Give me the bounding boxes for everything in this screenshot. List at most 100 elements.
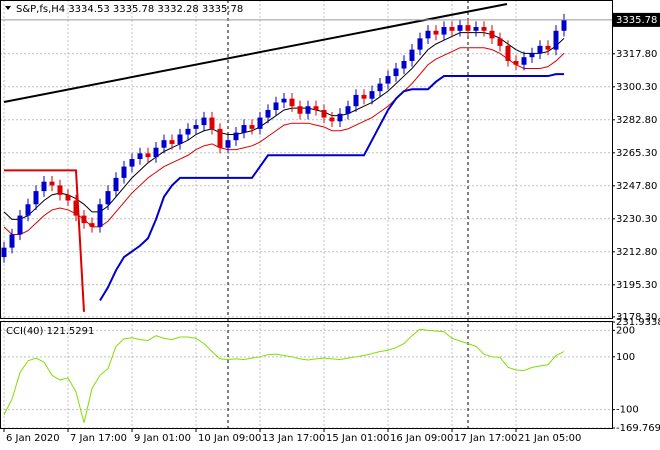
candle-body — [41, 181, 47, 192]
y-tick-label: 3247.80 — [616, 181, 657, 192]
candle-body — [537, 45, 543, 54]
candle-body — [457, 25, 463, 31]
candle-body — [353, 94, 359, 107]
indicator-line — [4, 169, 85, 312]
candle-body — [233, 132, 239, 141]
candle-body — [393, 68, 399, 77]
candle-body — [441, 27, 447, 35]
title-icon — [5, 6, 11, 10]
candle-body — [545, 45, 551, 50]
cci-frame — [0, 321, 613, 429]
marks — [0, 13, 612, 423]
candle-body — [273, 102, 279, 110]
candle-body — [161, 140, 167, 148]
candle-body — [169, 140, 175, 144]
candle-body — [465, 25, 471, 31]
candle-body — [185, 128, 191, 135]
candle-body — [113, 177, 119, 192]
candle-body — [105, 191, 111, 205]
last-price-box — [613, 12, 660, 27]
indicator-line — [99, 73, 564, 301]
last-price-label: 3335.78 — [616, 15, 657, 26]
candle-body — [361, 94, 367, 99]
x-tick-label: 15 Jan 01:00 — [326, 433, 389, 444]
y-tick-label: 3282.80 — [616, 115, 657, 126]
candle-body — [377, 83, 383, 92]
x-tick-label: 7 Jan 17:00 — [70, 433, 127, 444]
candle-body — [297, 106, 303, 114]
candle-body — [497, 38, 503, 46]
candle-body — [385, 76, 391, 84]
indicator-line — [3, 328, 565, 423]
candle-body — [281, 98, 287, 103]
candle-body — [369, 91, 375, 99]
y-tick-label: 100 — [616, 352, 635, 363]
candle-body — [89, 223, 95, 227]
candle-body — [33, 191, 39, 205]
x-tick-label: 6 Jan 2020 — [6, 433, 60, 444]
y-tick-label: 3195.30 — [616, 280, 657, 291]
candle-body — [313, 106, 319, 110]
candle-body — [81, 215, 87, 224]
candle-body — [129, 159, 135, 167]
indicator-line — [3, 32, 565, 220]
candle-body — [425, 30, 431, 39]
candle-body — [249, 125, 255, 129]
y-tick-label: 3300.30 — [616, 82, 657, 93]
candle-body — [193, 125, 199, 129]
candle-body — [25, 204, 31, 216]
candle-body — [1, 247, 7, 258]
candle-body — [417, 38, 423, 50]
candle-body — [401, 60, 407, 69]
candle-body — [9, 234, 15, 248]
x-tick-label: 21 Jan 05:00 — [518, 433, 581, 444]
candle-body — [305, 106, 311, 114]
candle-body — [329, 117, 335, 122]
candle-body — [513, 60, 519, 65]
y-tick-label: 231.9338 — [616, 317, 660, 328]
candle-body — [137, 153, 143, 160]
candle-body — [121, 166, 127, 178]
candle-body — [73, 200, 79, 216]
candle-body — [449, 27, 455, 31]
x-tick-label: 16 Jan 09:00 — [390, 433, 453, 444]
candle-body — [489, 30, 495, 39]
indicator-line — [3, 47, 565, 235]
candle-body — [49, 181, 55, 186]
candle-body — [257, 117, 263, 129]
candle-body — [65, 194, 71, 201]
x-tick-label: 17 Jan 17:00 — [454, 433, 517, 444]
x-tick-label: 9 Jan 01:00 — [134, 433, 191, 444]
chart-title: S&P,fs,H4 3334.53 3335.78 3332.28 3335.7… — [16, 4, 243, 15]
y-tick-label: 200 — [616, 325, 635, 336]
candle-body — [97, 204, 103, 227]
candle-body — [553, 30, 559, 50]
candle-body — [473, 27, 479, 31]
candle-body — [481, 27, 487, 31]
main-frame — [0, 0, 613, 319]
candle-body — [145, 153, 151, 158]
y-tick-label: 3317.80 — [616, 49, 657, 60]
candle-body — [529, 53, 535, 58]
candle-body — [209, 117, 215, 129]
candle-body — [409, 49, 415, 61]
candle-body — [505, 45, 511, 61]
candle-body — [57, 185, 63, 195]
candle-body — [17, 215, 23, 235]
y-tick-label: 3178.30 — [616, 312, 657, 323]
y-tick-label: 3265.30 — [616, 148, 657, 159]
candle-body — [337, 113, 343, 122]
candle-body — [289, 98, 295, 107]
candle-body — [321, 109, 327, 118]
y-tick-label: 3230.30 — [616, 214, 657, 225]
candle-body — [201, 117, 207, 126]
candle-body — [433, 30, 439, 35]
y-tick-label: -100 — [616, 405, 639, 416]
candle-body — [345, 106, 351, 114]
x-tick-label: 13 Jan 17:00 — [262, 433, 325, 444]
candle-body — [561, 19, 567, 31]
y-tick-label: -169.7697 — [616, 423, 660, 434]
candle-body — [241, 125, 247, 133]
y-tick-label: 3212.80 — [616, 247, 657, 258]
